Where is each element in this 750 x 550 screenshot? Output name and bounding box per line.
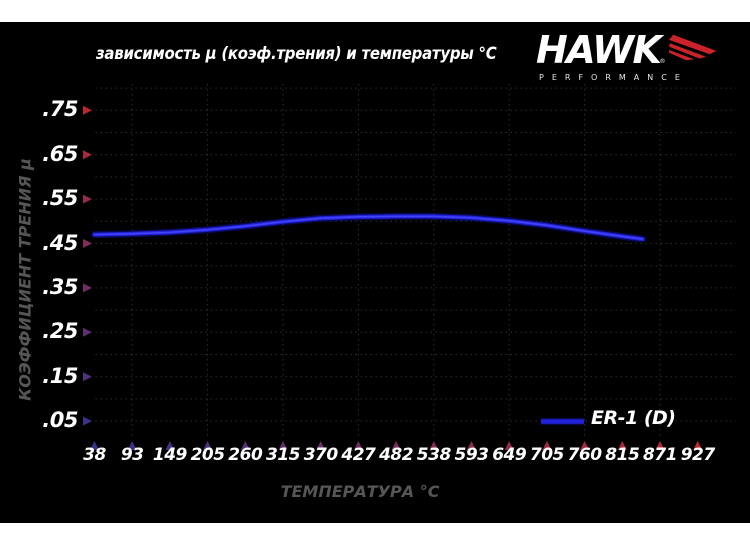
- y-tick-label: .45: [42, 230, 78, 255]
- y-axis-title: КОЭФФИЦИЕНТ ТРЕНИЯ μ: [15, 158, 35, 401]
- y-tick-label: .35: [42, 274, 78, 299]
- chart-title: зависимость μ (коэф.трения) и температур…: [96, 44, 497, 64]
- y-tick-label: .15: [42, 363, 78, 388]
- x-tick-label: 760: [567, 445, 603, 465]
- hawk-logo-text: HAWK: [536, 28, 662, 72]
- x-axis-title: ТЕМПЕРАТУРА °C: [280, 482, 440, 501]
- hawk-logo-row: HAWK ®: [536, 31, 716, 69]
- y-tick-label: .05: [42, 408, 78, 433]
- x-tick-label: 93: [120, 445, 144, 465]
- hawk-wing-icon: [668, 34, 716, 61]
- y-tick-label: .75: [42, 97, 78, 122]
- x-tick-label: 370: [303, 445, 339, 465]
- hawk-logo: HAWK ® PERFORMANCE: [536, 31, 716, 82]
- x-tick-label: 315: [266, 445, 301, 465]
- x-tick-label: 38: [83, 445, 106, 465]
- x-tick-label: 538: [416, 445, 452, 465]
- y-tick-label: .25: [42, 319, 78, 344]
- logo-subtitle: PERFORMANCE: [539, 73, 688, 82]
- x-tick-label: 149: [152, 445, 188, 465]
- x-tick-label: 427: [341, 445, 376, 465]
- y-tick-label: .55: [42, 186, 78, 211]
- x-tick-label: 705: [529, 445, 565, 465]
- chart-background: [0, 22, 750, 523]
- registered-mark: ®: [659, 58, 666, 65]
- legend-series-label: ER-1 (D): [591, 407, 676, 429]
- x-tick-label: 815: [605, 445, 640, 465]
- x-tick-label: 205: [190, 445, 226, 465]
- x-tick-label: 927: [680, 445, 716, 465]
- x-tick-label: 593: [454, 445, 490, 465]
- x-tick-label: 871: [643, 445, 678, 465]
- y-tick-label: .65: [42, 141, 78, 166]
- x-tick-label: 649: [492, 445, 527, 465]
- x-tick-label: 482: [379, 445, 414, 465]
- x-tick-label: 260: [228, 445, 263, 465]
